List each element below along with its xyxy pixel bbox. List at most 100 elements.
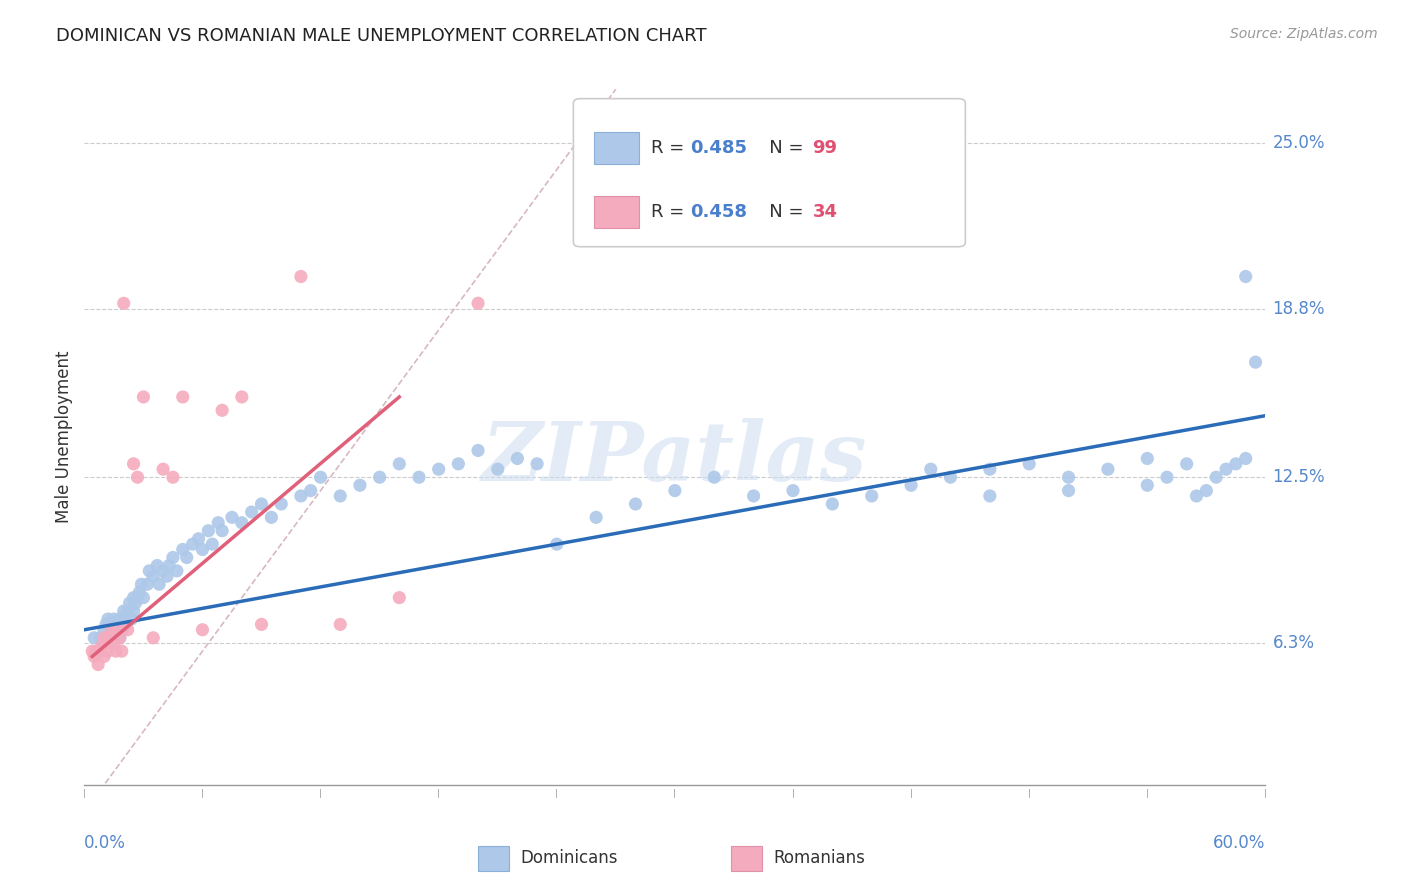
Point	[118, 596, 141, 610]
Point	[122, 457, 145, 471]
Point	[138, 564, 160, 578]
Point	[1136, 478, 1159, 492]
Point	[111, 623, 134, 637]
Point	[329, 489, 352, 503]
Point	[108, 631, 131, 645]
Point	[979, 489, 1001, 503]
Point	[1175, 457, 1198, 471]
Point	[166, 564, 188, 578]
Point	[664, 483, 686, 498]
Point	[98, 623, 121, 637]
Point	[408, 470, 430, 484]
Point	[585, 510, 607, 524]
Point	[97, 644, 120, 658]
Text: |: |	[319, 789, 322, 798]
Point	[299, 483, 322, 498]
Point	[152, 564, 174, 578]
Point	[89, 644, 111, 658]
Point	[87, 657, 110, 672]
Point	[122, 591, 145, 605]
Point	[742, 489, 765, 503]
Point	[486, 462, 509, 476]
Text: 60.0%: 60.0%	[1213, 834, 1265, 852]
Text: 18.8%: 18.8%	[1272, 300, 1324, 318]
Text: 0.458: 0.458	[690, 202, 747, 220]
Text: DOMINICAN VS ROMANIAN MALE UNEMPLOYMENT CORRELATION CHART: DOMINICAN VS ROMANIAN MALE UNEMPLOYMENT …	[56, 27, 707, 45]
Text: |: |	[437, 789, 440, 798]
Point	[91, 636, 114, 650]
Point	[231, 390, 253, 404]
Point	[94, 636, 117, 650]
Point	[1057, 483, 1080, 498]
Text: R =: R =	[651, 202, 690, 220]
Point	[82, 644, 104, 658]
Point	[703, 470, 725, 484]
Point	[172, 542, 194, 557]
Point	[191, 542, 214, 557]
Point	[127, 470, 149, 484]
Point	[104, 644, 127, 658]
Text: 12.5%: 12.5%	[1272, 468, 1324, 486]
Text: 6.3%: 6.3%	[1272, 634, 1315, 652]
Point	[146, 558, 169, 573]
Point	[101, 623, 124, 637]
Point	[172, 390, 194, 404]
Point	[260, 510, 283, 524]
Point	[93, 649, 115, 664]
Text: |: |	[1146, 789, 1149, 798]
Point	[142, 569, 165, 583]
Text: 25.0%: 25.0%	[1272, 134, 1324, 152]
Point	[91, 639, 114, 653]
Point	[526, 457, 548, 471]
Point	[1205, 470, 1227, 484]
Point	[388, 591, 411, 605]
Point	[1195, 483, 1218, 498]
Point	[270, 497, 292, 511]
Point	[860, 489, 883, 503]
Text: Romanians: Romanians	[773, 849, 865, 867]
Point	[101, 631, 124, 645]
Point	[349, 478, 371, 492]
Point	[124, 596, 146, 610]
Point	[447, 457, 470, 471]
Point	[97, 612, 120, 626]
Point	[506, 451, 529, 466]
Point	[1136, 451, 1159, 466]
Point	[427, 462, 450, 476]
Point	[117, 623, 139, 637]
Text: |: |	[910, 789, 912, 798]
Point	[176, 550, 198, 565]
Point	[250, 617, 273, 632]
Point	[112, 604, 135, 618]
Point	[162, 470, 184, 484]
Point	[142, 631, 165, 645]
Point	[1097, 462, 1119, 476]
Point	[231, 516, 253, 530]
Point	[121, 612, 143, 626]
Point	[211, 524, 233, 538]
Point	[191, 623, 214, 637]
Point	[1156, 470, 1178, 484]
Point	[148, 577, 170, 591]
Point	[240, 505, 263, 519]
Point	[93, 636, 115, 650]
Y-axis label: Male Unemployment: Male Unemployment	[55, 351, 73, 524]
Text: N =: N =	[752, 138, 810, 157]
Point	[197, 524, 219, 538]
Point	[1225, 457, 1247, 471]
Point	[1018, 457, 1040, 471]
Point	[108, 612, 131, 626]
Point	[132, 591, 155, 605]
Text: |: |	[555, 789, 558, 798]
Point	[1057, 470, 1080, 484]
Point	[89, 631, 111, 645]
Point	[93, 631, 115, 645]
Point	[122, 604, 145, 618]
Text: |: |	[201, 789, 204, 798]
Point	[467, 296, 489, 310]
Point	[128, 585, 150, 599]
Point	[187, 532, 209, 546]
Point	[87, 644, 110, 658]
Point	[104, 623, 127, 637]
Text: |: |	[1028, 789, 1031, 798]
